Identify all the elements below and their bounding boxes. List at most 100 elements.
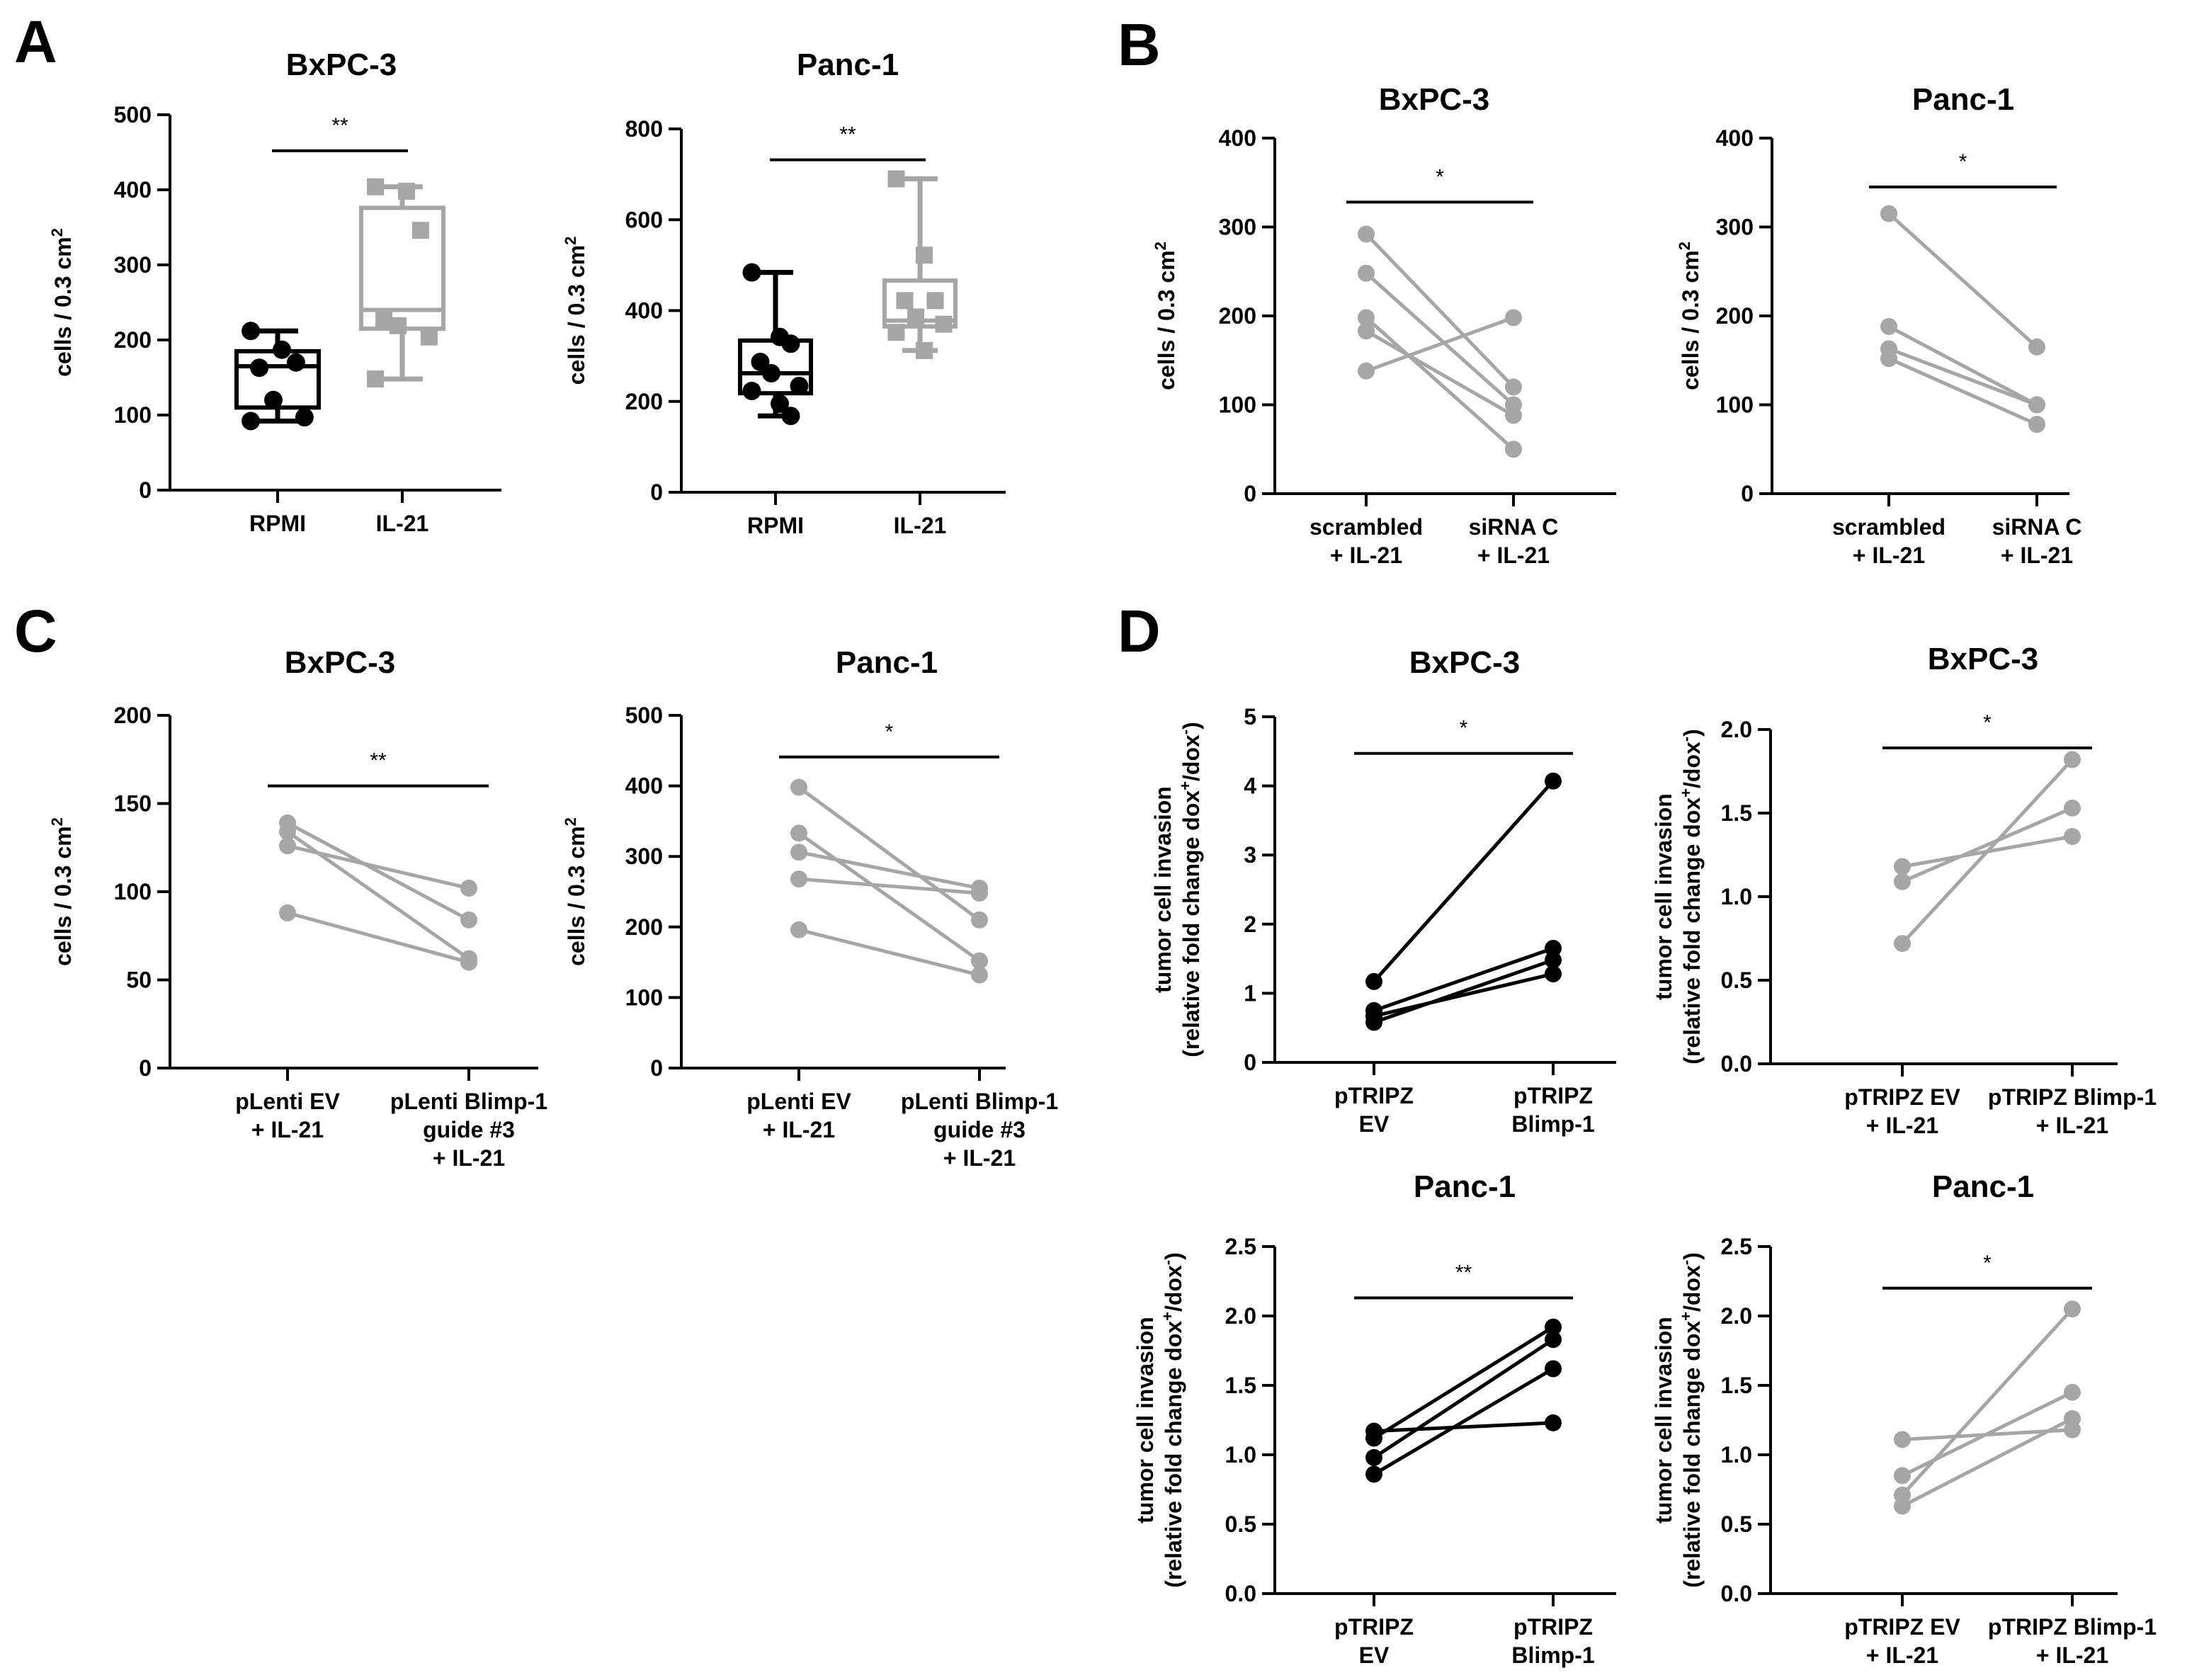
data-point [1545, 1318, 1562, 1336]
pair-line [1365, 271, 1515, 407]
data-point [1505, 378, 1522, 396]
data-point [1894, 858, 1911, 875]
pair-line [1373, 946, 1554, 1013]
data-point [1358, 322, 1375, 340]
y-tick-label: 2.5 [1225, 1234, 1256, 1259]
significance-label: * [1959, 150, 1967, 174]
y-tick-label: 200 [625, 389, 663, 414]
y-axis-label: cells / 0.3 cm2 [562, 237, 590, 385]
pair-line [797, 785, 981, 921]
chart-title: Panc-1 [1932, 1169, 2034, 1204]
data-point [1545, 1331, 1562, 1349]
panel-letter-c: C [14, 598, 57, 664]
x-category-label: + IL-21 [1866, 1113, 1938, 1138]
y-axis-label-line2: (relative fold change dox+/dox-) [1176, 722, 1204, 1057]
y-tick-label: 400 [625, 298, 663, 324]
data-point [1545, 965, 1562, 983]
data-point [1894, 873, 1911, 890]
box-rpmi [234, 322, 321, 431]
x-category-label: IL-21 [894, 513, 947, 538]
data-point [1894, 1467, 1911, 1485]
chart-a-panc1: Panc-1 0 200 400 600 800 RPMI IL-21 cells / 0.3 … [562, 47, 1006, 538]
y-tick-label: 0 [1244, 1050, 1256, 1075]
x-category-label: Blimp-1 [1511, 1642, 1594, 1668]
data-point [790, 921, 807, 938]
y-tick-label: 200 [114, 327, 152, 353]
pair-line [1902, 806, 2073, 884]
y-axis-label-text: /dox [1161, 1265, 1186, 1312]
y-tick-label: 600 [625, 207, 663, 232]
y-tick-label: 800 [625, 116, 663, 142]
significance-label: * [1436, 165, 1444, 188]
pair-line [1373, 780, 1555, 983]
y-axis-label: cells / 0.3 cm2 [48, 228, 76, 377]
x-category-label: scrambled [1832, 514, 1945, 540]
y-axis-label-line1: tumor cell invasion [1150, 786, 1176, 993]
data-point [916, 341, 933, 359]
box-iqr [882, 278, 958, 329]
pair-line [287, 911, 470, 965]
y-tick-label: 50 [126, 967, 152, 993]
x-category-label: RPMI [249, 511, 306, 536]
y-tick-label: 100 [1219, 392, 1256, 418]
y-axis-label-line1: tumor cell invasion [1651, 1317, 1676, 1523]
y-tick-label: 1 [1244, 980, 1256, 1006]
data-point [242, 322, 261, 341]
pair-line [287, 844, 470, 890]
chart-title: BxPC-3 [1928, 642, 2039, 676]
y-axis-label: cells / 0.3 cm2 [1152, 242, 1180, 390]
data-point [971, 966, 988, 984]
y-tick-label: 5 [1244, 704, 1256, 730]
data-point [279, 837, 296, 855]
y-tick-label: 1.0 [1721, 1442, 1752, 1468]
data-point [1505, 407, 1522, 424]
y-tick-label: 0.5 [1721, 1511, 1752, 1537]
x-category-label: IL-21 [376, 511, 429, 536]
chart-c-bxpc3: BxPC-3 0 50 100 150 200 pLenti EV + IL-21 pLenti… [48, 645, 548, 1171]
data-point [1358, 264, 1375, 282]
y-axis-label-text: cells / 0.3 cm [50, 237, 76, 376]
y-axis-label-superscript: 2 [1152, 242, 1169, 250]
y-axis-label-text: ) [1679, 729, 1705, 737]
panel-letter-b: B [1118, 11, 1161, 78]
data-point [411, 222, 429, 239]
data-point [907, 308, 924, 326]
y-axis-label-line2: (relative fold change dox+/dox-) [1677, 729, 1705, 1065]
data-point [1358, 309, 1375, 327]
pair-line [1365, 316, 1514, 373]
data-point [279, 823, 296, 841]
data-point [1365, 1429, 1382, 1447]
y-axis-label-line1: tumor cell invasion [1132, 1317, 1158, 1523]
y-axis-label-text: /dox [1679, 742, 1705, 788]
y-tick-label: 1.5 [1225, 1373, 1256, 1398]
data-point [887, 324, 905, 341]
y-tick-label: 0.0 [1721, 1581, 1752, 1606]
y-axis-label-text: (relative fold change dox [1679, 798, 1705, 1065]
y-axis-label-superscript: 2 [562, 237, 579, 245]
y-tick-label: 2.0 [1721, 717, 1752, 742]
data-point [742, 263, 761, 282]
y-tick-label: 0.0 [1721, 1051, 1752, 1077]
y-tick-label: 0 [1741, 481, 1754, 506]
data-point [2064, 1300, 2081, 1318]
y-axis-label: cells / 0.3 cm2 [562, 817, 590, 966]
data-point [398, 183, 415, 200]
x-category-label: pTRIPZ EV [1844, 1614, 1960, 1640]
x-category-label: + IL-21 [2001, 543, 2073, 568]
y-axis-label-text: cells / 0.3 cm [1678, 250, 1703, 390]
significance-label: ** [331, 114, 348, 137]
y-tick-label: 3 [1244, 842, 1256, 868]
data-point [1365, 1448, 1382, 1466]
pair-line [1373, 1367, 1555, 1476]
pair-line [798, 850, 980, 890]
y-axis-label-superscript: 2 [48, 817, 66, 826]
pair-line [1373, 1338, 1555, 1460]
x-category-label: + IL-21 [433, 1145, 505, 1171]
x-category-label: pTRIPZ Blimp-1 [1988, 1084, 2157, 1110]
y-axis-label-text: cells / 0.3 cm [564, 245, 589, 385]
x-category-label: siRNA C [1469, 514, 1559, 540]
y-tick-label: 200 [625, 914, 663, 940]
y-tick-label: 300 [1716, 215, 1754, 240]
x-category-label: EV [1359, 1111, 1390, 1137]
pair-line [798, 877, 980, 895]
